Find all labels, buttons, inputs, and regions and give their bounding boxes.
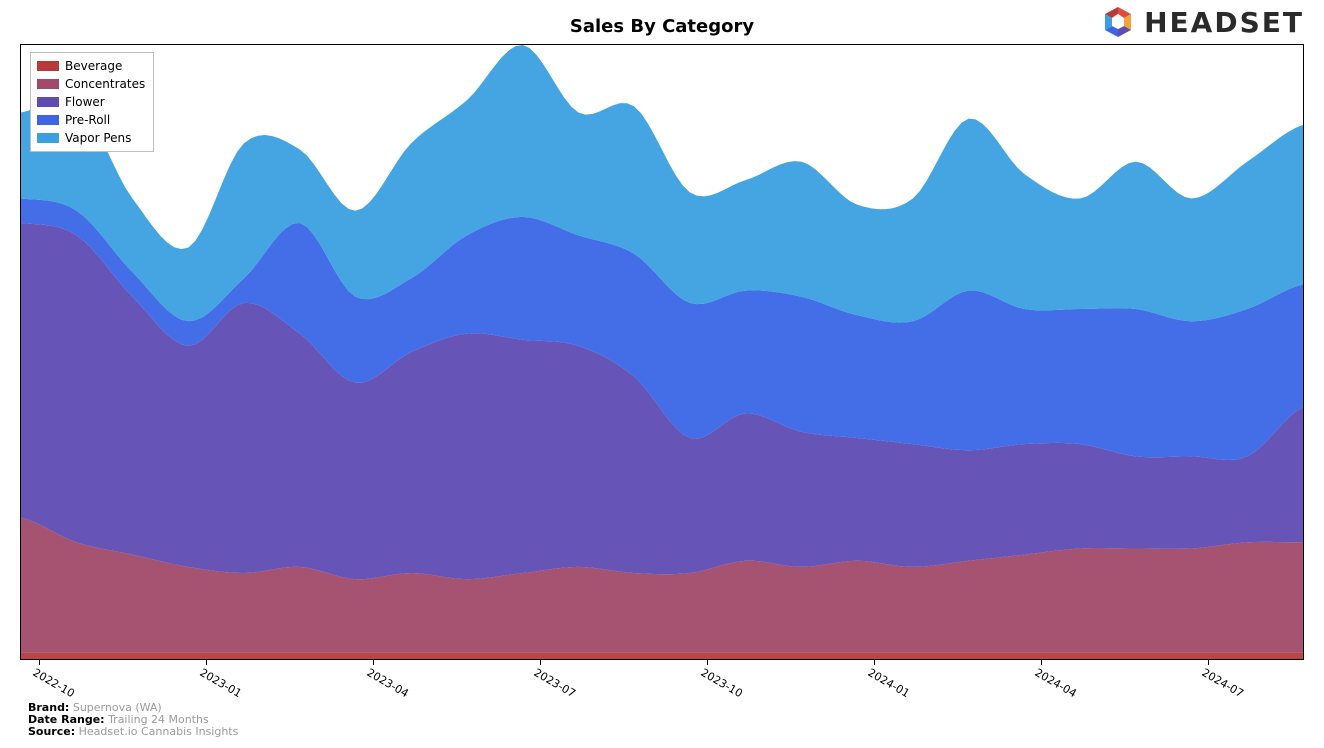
x-tick-mark — [874, 660, 875, 665]
x-tick-mark — [1041, 660, 1042, 665]
x-tick-label: 2024-07 — [1199, 666, 1245, 700]
x-tick-label: 2024-01 — [865, 666, 911, 700]
x-tick-label: 2023-04 — [365, 666, 411, 700]
legend-swatch — [37, 61, 59, 71]
legend-swatch — [37, 133, 59, 143]
chart-title: Sales By Category — [0, 16, 1324, 37]
legend-label: Concentrates — [65, 77, 145, 91]
x-tick-mark — [39, 660, 40, 665]
legend-swatch — [37, 79, 59, 89]
legend-item: Pre-Roll — [37, 111, 145, 129]
x-tick-label: 2023-01 — [198, 666, 244, 700]
legend-swatch — [37, 97, 59, 107]
x-tick-label: 2022-10 — [31, 666, 77, 700]
legend-item: Flower — [37, 93, 145, 111]
legend-label: Vapor Pens — [65, 131, 131, 145]
x-tick-mark — [707, 660, 708, 665]
legend-label: Pre-Roll — [65, 113, 110, 127]
chart-container: HEADSET Sales By Category BeverageConcen… — [0, 0, 1324, 748]
x-tick-mark — [206, 660, 207, 665]
x-tick-mark — [540, 660, 541, 665]
footer-source: Source: Headset.io Cannabis Insights — [28, 726, 238, 738]
footer-source-label: Source: — [28, 725, 75, 738]
footer-source-value: Headset.io Cannabis Insights — [79, 725, 239, 738]
chart-plot-area — [20, 44, 1304, 660]
legend-label: Flower — [65, 95, 105, 109]
x-tick-label: 2023-10 — [698, 666, 744, 700]
legend-item: Beverage — [37, 57, 145, 75]
legend-swatch — [37, 115, 59, 125]
legend-item: Vapor Pens — [37, 129, 145, 147]
x-axis-ticks: 2022-10 2023-01 2023-04 2023-07 2023-10 2024-… — [20, 660, 1304, 720]
x-tick-mark — [373, 660, 374, 665]
x-tick-mark — [1208, 660, 1209, 665]
x-tick-label: 2023-07 — [532, 666, 578, 700]
chart-legend: Beverage Concentrates Flower Pre-Roll Vapor … — [30, 52, 154, 152]
legend-item: Concentrates — [37, 75, 145, 93]
area-chart-svg — [21, 45, 1303, 659]
x-tick-label: 2024-04 — [1032, 666, 1078, 700]
legend-label: Beverage — [65, 59, 122, 73]
area-series — [21, 653, 1303, 659]
